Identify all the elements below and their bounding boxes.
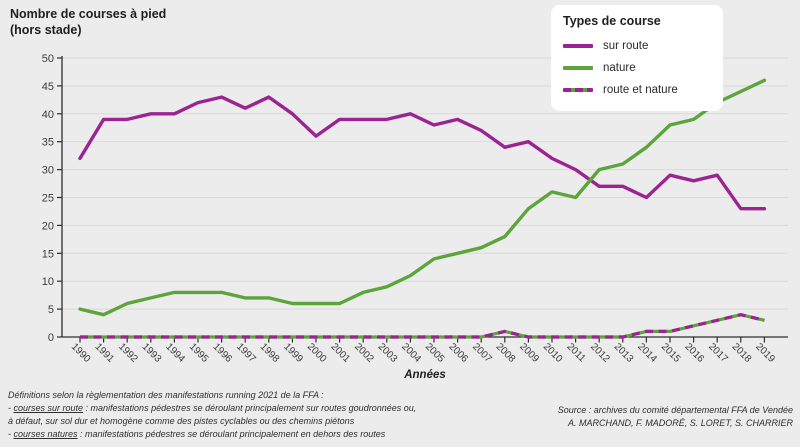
legend-item-nature: nature bbox=[563, 57, 711, 79]
x-axis-label: Années bbox=[403, 369, 446, 381]
source-line2: A. MARCHAND, F. MADORÉ, S. LORET, S. CHA… bbox=[567, 418, 793, 428]
legend: Types de course sur route nature route et … bbox=[551, 5, 723, 111]
series-line-route-et-nature bbox=[80, 313, 765, 339]
x-tick-label-2005: 2005 bbox=[423, 341, 447, 365]
legend-label: sur route bbox=[603, 40, 649, 52]
x-tick-label-2000: 2000 bbox=[305, 341, 329, 365]
x-tick-label-1997: 1997 bbox=[234, 341, 258, 365]
x-tick-label-1990: 1990 bbox=[69, 341, 93, 365]
legend-item-sur-route: sur route bbox=[563, 35, 711, 57]
x-tick-label-2012: 2012 bbox=[588, 341, 612, 365]
x-tick-label-2007: 2007 bbox=[470, 341, 494, 365]
x-tick-label-2019: 2019 bbox=[753, 341, 777, 365]
footnote-def-nature: - courses natures : manifestations pédes… bbox=[8, 429, 386, 439]
x-tick-label-2008: 2008 bbox=[494, 341, 518, 365]
footnote-def-route-cont: à défaut, sur sol dur et homogène comme … bbox=[8, 416, 355, 426]
footnote-intro: Définitions selon la règlementation des … bbox=[8, 390, 324, 400]
legend-swatch-dashed bbox=[563, 88, 593, 92]
series-line-route-et-nature-under bbox=[80, 313, 765, 339]
x-tick-label-2014: 2014 bbox=[635, 341, 659, 365]
x-tick-label-1996: 1996 bbox=[210, 341, 234, 365]
y-tick-label-35: 35 bbox=[42, 137, 54, 149]
x-tick-label-2002: 2002 bbox=[352, 341, 376, 365]
x-tick-label-2006: 2006 bbox=[446, 341, 470, 365]
y-tick-label-40: 40 bbox=[42, 109, 54, 121]
legend-item-route-et-nature: route et nature bbox=[563, 79, 711, 101]
term-courses-sur-route: courses sur route bbox=[13, 403, 84, 413]
x-tick-label-1992: 1992 bbox=[116, 341, 140, 365]
x-tick-label-2017: 2017 bbox=[706, 341, 730, 365]
x-tick-label-1993: 1993 bbox=[140, 341, 164, 365]
x-tick-label-1998: 1998 bbox=[258, 341, 282, 365]
y-tick-label-50: 50 bbox=[42, 53, 54, 65]
chart-title-line1: Nombre de courses à pied bbox=[10, 7, 167, 21]
y-tick-label-10: 10 bbox=[42, 276, 54, 288]
legend-items: sur route nature route et nature bbox=[563, 35, 711, 101]
source-credit: Source : archives du comité départementa… bbox=[558, 404, 793, 430]
y-tick-label-20: 20 bbox=[42, 220, 54, 232]
legend-title: Types de course bbox=[563, 14, 661, 28]
legend-swatch-nature bbox=[563, 66, 593, 70]
y-tick-label-0: 0 bbox=[48, 332, 54, 344]
footnote-def-route: - courses sur route : manifestations péd… bbox=[8, 403, 417, 413]
x-tick-label-1994: 1994 bbox=[163, 341, 187, 365]
legend-swatch-sur-route bbox=[563, 44, 593, 48]
y-tick-label-30: 30 bbox=[42, 165, 54, 177]
x-tick-label-2003: 2003 bbox=[376, 341, 400, 365]
plot-area: 0 5 10 15 20 25 30 35 40 45 50 1990 1991 1992 1993 1994… bbox=[42, 53, 788, 381]
legend-label: route et nature bbox=[603, 84, 678, 96]
chart-svg: 0 5 10 15 20 25 30 35 40 45 50 1990 1991 1992 1993 1994… bbox=[42, 53, 788, 381]
x-tick-label-2016: 2016 bbox=[682, 341, 706, 365]
series-line-nature bbox=[78, 78, 767, 317]
term-courses-natures: courses natures bbox=[13, 429, 78, 439]
x-tick-label-2018: 2018 bbox=[730, 341, 754, 365]
x-tick-label-1991: 1991 bbox=[92, 341, 116, 365]
x-tick-label-2013: 2013 bbox=[612, 341, 636, 365]
chart-title: Nombre de courses à pied (hors stade) bbox=[10, 7, 166, 38]
legend-label: nature bbox=[603, 62, 636, 74]
chart-title-line2: (hors stade) bbox=[10, 22, 82, 37]
x-tick-label-2015: 2015 bbox=[659, 341, 683, 365]
x-tick-label-1999: 1999 bbox=[281, 341, 305, 365]
y-tick-label-25: 25 bbox=[42, 193, 54, 205]
y-tick-label-5: 5 bbox=[48, 304, 54, 316]
x-tick-label-2011: 2011 bbox=[564, 341, 587, 364]
x-tick-label-2009: 2009 bbox=[517, 341, 541, 365]
x-tick-label-1995: 1995 bbox=[187, 341, 211, 365]
y-tick-label-15: 15 bbox=[42, 248, 54, 260]
y-tick-label-45: 45 bbox=[42, 81, 54, 93]
series-line-sur-route bbox=[78, 95, 767, 211]
footnote-definitions: Définitions selon la règlementation des … bbox=[8, 389, 416, 441]
source-line1: Source : archives du comité départementa… bbox=[557, 405, 793, 415]
x-tick-label-2001: 2001 bbox=[328, 341, 352, 365]
x-tick-label-2010: 2010 bbox=[541, 341, 565, 365]
x-tick-label-2004: 2004 bbox=[399, 341, 423, 365]
